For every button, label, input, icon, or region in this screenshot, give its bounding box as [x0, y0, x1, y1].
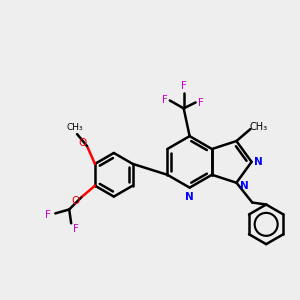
- Text: F: F: [198, 98, 203, 108]
- Text: N: N: [185, 192, 194, 202]
- Text: N: N: [240, 181, 249, 191]
- Text: F: F: [45, 210, 51, 220]
- Text: O: O: [71, 196, 79, 206]
- Text: F: F: [181, 81, 187, 91]
- Text: F: F: [162, 95, 168, 106]
- Text: N: N: [254, 157, 263, 167]
- Text: F: F: [73, 224, 79, 234]
- Text: CH₃: CH₃: [249, 122, 267, 132]
- Text: CH₃: CH₃: [67, 123, 83, 132]
- Text: O: O: [78, 138, 86, 148]
